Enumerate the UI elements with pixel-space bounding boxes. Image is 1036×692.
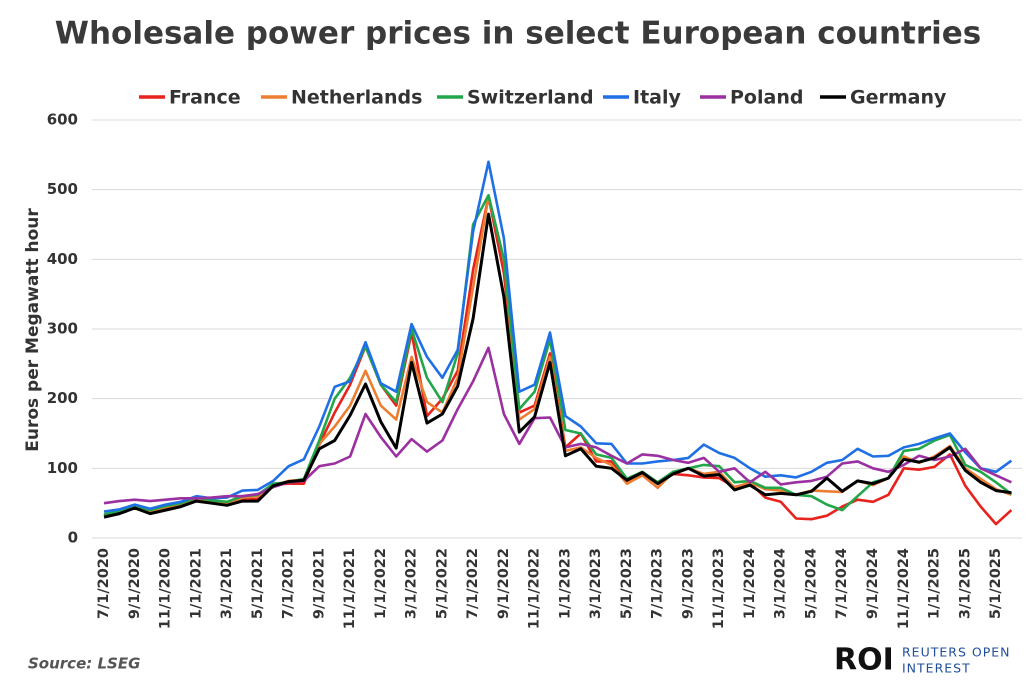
x-tick-label: 5/1/2022 xyxy=(434,548,450,619)
x-tick-label: 7/1/2024 xyxy=(834,548,850,619)
logo-subtitle: INTEREST xyxy=(902,661,971,676)
x-tick-label: 5/1/2025 xyxy=(988,548,1004,619)
legend-label: Germany xyxy=(850,87,947,109)
x-tick-label: 3/1/2023 xyxy=(588,548,604,619)
legend-label: Switzerland xyxy=(467,87,594,109)
x-tick-label: 3/1/2021 xyxy=(219,548,235,619)
x-tick-label: 7/1/2020 xyxy=(96,548,112,619)
x-tick-label: 11/1/2021 xyxy=(342,548,358,629)
x-tick-label: 5/1/2021 xyxy=(250,548,266,619)
x-tick-label: 1/1/2021 xyxy=(188,548,204,619)
line xyxy=(103,160,1013,513)
x-tick-label: 3/1/2022 xyxy=(404,548,420,619)
x-tick-label: 11/1/2020 xyxy=(158,548,174,629)
x-tick-label: 3/1/2024 xyxy=(773,548,789,619)
x-tick-label: 3/1/2025 xyxy=(957,548,973,619)
line xyxy=(103,212,1012,519)
legend-label: Poland xyxy=(730,87,803,109)
x-tick-label: 7/1/2022 xyxy=(465,548,481,619)
x-tick-label: 9/1/2022 xyxy=(496,548,512,619)
x-tick-label: 1/1/2022 xyxy=(373,548,389,619)
y-tick-label: 200 xyxy=(47,389,78,407)
x-tick-label: 9/1/2021 xyxy=(311,548,327,619)
y-tick-label: 400 xyxy=(47,250,78,268)
logo-subtitle: REUTERS OPEN xyxy=(902,645,1010,660)
x-tick-label: 5/1/2024 xyxy=(803,548,819,619)
x-tick-label: 7/1/2023 xyxy=(650,548,666,619)
chart-title: Wholesale power prices in select Europea… xyxy=(55,16,981,52)
x-tick-label: 9/1/2023 xyxy=(680,548,696,619)
y-tick-label: 0 xyxy=(68,529,78,547)
x-tick-label: 9/1/2024 xyxy=(865,548,881,619)
y-axis-label: Euros per Megawatt hour xyxy=(23,208,43,452)
source: Source: LSEG xyxy=(28,655,140,673)
x-tick-label: 5/1/2023 xyxy=(619,548,635,619)
logo: ROI xyxy=(834,643,894,678)
x-tick-label: 11/1/2024 xyxy=(896,548,912,629)
legend-label: Italy xyxy=(633,87,681,109)
x-tick-label: 7/1/2021 xyxy=(281,548,297,619)
x-tick-label: 1/1/2025 xyxy=(927,548,943,619)
legend-label: Netherlands xyxy=(291,87,422,109)
legend-label: France xyxy=(169,87,241,109)
y-tick-label: 100 xyxy=(47,459,78,477)
y-tick-label: 500 xyxy=(47,180,78,198)
y-tick-label: 300 xyxy=(47,320,78,338)
x-tick-label: 1/1/2024 xyxy=(742,548,758,619)
line xyxy=(103,346,1012,505)
x-tick-label: 1/1/2023 xyxy=(557,548,573,619)
x-tick-label: 11/1/2023 xyxy=(711,548,727,629)
x-tick-label: 11/1/2022 xyxy=(527,548,543,629)
x-tick-label: 9/1/2020 xyxy=(127,548,143,619)
y-tick-label: 600 xyxy=(47,111,78,129)
